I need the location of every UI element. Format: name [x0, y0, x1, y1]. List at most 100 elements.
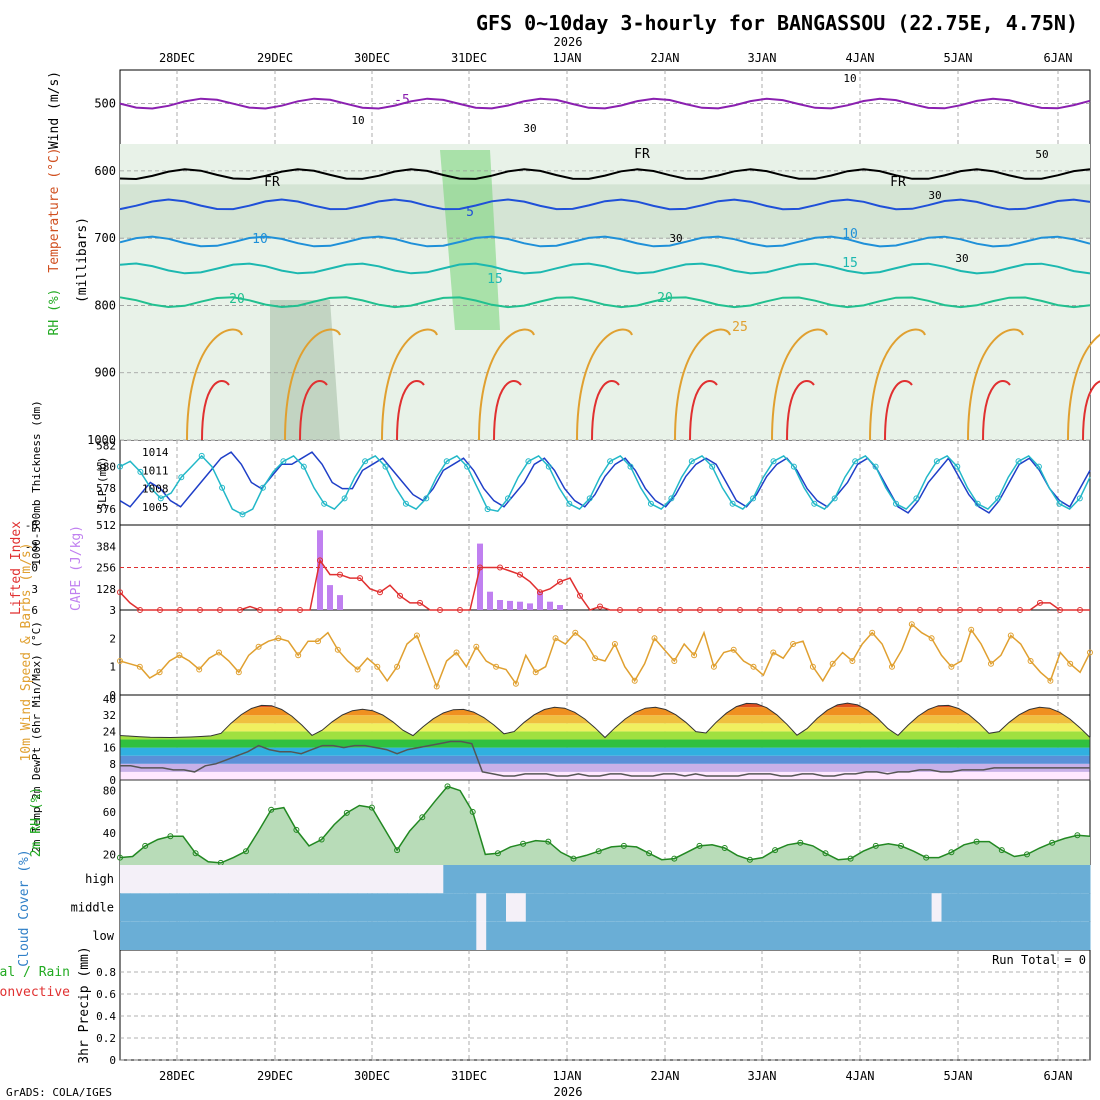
pressure-tick-label: 700: [94, 231, 116, 245]
lifted-index-point: [577, 592, 583, 599]
thickness-point: [729, 500, 736, 507]
thickness-point: [770, 458, 777, 465]
cloud-cell: [1020, 921, 1032, 950]
thickness-point: [178, 474, 185, 481]
cloud-cell: [261, 865, 273, 894]
cloud-cell: [308, 893, 319, 922]
cloud-cell: [1040, 893, 1051, 922]
cloud-cell: [684, 893, 695, 922]
wind-speed-point: [235, 669, 242, 676]
cloud-cell: [288, 893, 299, 922]
pressure-tick-label: 900: [94, 366, 116, 380]
temperature-band: [120, 731, 1090, 740]
cloud-cell: [981, 921, 992, 950]
cloud-cell: [827, 865, 838, 894]
wind-speed-point: [928, 635, 935, 642]
thickness-point: [341, 495, 348, 502]
cloud-cell: [723, 893, 735, 922]
wind-speed-point: [473, 643, 480, 650]
cloud-cell: [362, 865, 374, 894]
cloud-cell: [685, 865, 697, 894]
wind-speed-point: [552, 635, 559, 642]
cloud-cell: [535, 893, 547, 922]
cloud-row-label: high: [85, 872, 114, 886]
temperature-contour: [119, 262, 1091, 275]
cloud-cell: [130, 865, 141, 894]
cloud-cell: [139, 921, 151, 950]
temperature-contour-label: FR: [264, 175, 280, 190]
cloud-cell: [803, 893, 814, 922]
rh-point: [142, 842, 149, 849]
footer-credit: GrADS: COLA/IGES: [6, 1086, 112, 1099]
rh-contour-label: 30: [955, 252, 968, 265]
cloud-cell: [1069, 865, 1081, 894]
cloud-cell: [466, 921, 477, 950]
cloud-cell: [544, 865, 555, 894]
lifted-index-tick-label: 6: [31, 604, 38, 617]
rh-area: [120, 786, 1090, 865]
cloud-cell: [209, 893, 220, 922]
thickness-point: [464, 463, 471, 470]
wind-speed-point: [869, 629, 876, 636]
cloud-cell: [555, 893, 566, 922]
cloud-cell: [140, 865, 151, 894]
cloud-cell: [281, 865, 293, 894]
slp-tick-label: 1011: [142, 464, 169, 477]
cloud-cell: [301, 865, 313, 894]
cloud-cell: [1039, 865, 1051, 894]
cloud-cell: [347, 893, 359, 922]
cloud-cell: [241, 865, 252, 894]
rh-point: [444, 783, 451, 790]
x-tick-label-bottom: 5JAN: [944, 1069, 973, 1083]
ylabel-rh-2m: 2m RH (%): [29, 787, 44, 857]
cloud-cell: [486, 921, 497, 950]
cloud-cell: [901, 893, 913, 922]
wind-speed-point: [196, 666, 203, 673]
cloud-cell: [654, 921, 665, 950]
dewpoint-line: [120, 740, 1090, 777]
thickness-point: [586, 495, 593, 502]
cloud-cell: [1060, 921, 1071, 950]
cloud-cell: [372, 865, 384, 894]
temperature-contour-label: 15: [487, 272, 503, 287]
lifted-index-tick-label: 0: [31, 562, 38, 575]
cloud-cell: [655, 865, 667, 894]
temperature-contour: [786, 380, 815, 441]
x-tick-label-bottom: 30DEC: [354, 1069, 390, 1083]
x-tick-label-bottom: 4JAN: [846, 1069, 875, 1083]
cloud-cell: [763, 893, 774, 922]
cloud-cell: [1060, 893, 1071, 922]
wind-speed-point: [1067, 660, 1074, 667]
cloud-cell: [991, 893, 1002, 922]
wind-speed-point: [671, 658, 678, 664]
rh-contour-label: 10: [843, 72, 856, 85]
cloud-cell: [832, 893, 844, 922]
temperature-band: [120, 707, 1090, 716]
x-tick-label-bottom: 6JAN: [1044, 1069, 1073, 1083]
cloud-cell: [674, 893, 685, 922]
thickness-tick-label: 576: [96, 503, 116, 516]
cloud-cell: [773, 893, 784, 922]
temperature-contour: [689, 380, 718, 441]
cloud-cell: [584, 865, 596, 894]
rh-point: [998, 847, 1005, 854]
cloud-cell: [911, 893, 923, 922]
thickness-point: [382, 463, 389, 470]
thickness-point: [566, 500, 573, 507]
pressure-tick-label: 600: [94, 164, 116, 178]
lifted-index-point: [397, 592, 403, 599]
cloud-cell: [515, 921, 527, 950]
temperature-contour-label: FR: [634, 147, 650, 162]
cloud-cell: [486, 893, 497, 922]
cloud-cell: [968, 865, 980, 894]
cloud-cell: [674, 921, 685, 950]
cloud-cell: [961, 921, 972, 950]
lifted-index-point: [517, 571, 523, 578]
lifted-index-point: [557, 578, 563, 585]
thickness-point: [913, 495, 920, 502]
cloud-cell: [1050, 893, 1061, 922]
ylabel-precip: 3hr Precip (mm): [77, 946, 92, 1063]
cloud-cell: [159, 921, 170, 950]
precip-tick-label: 0.8: [96, 966, 116, 979]
cloud-cell: [524, 865, 535, 894]
